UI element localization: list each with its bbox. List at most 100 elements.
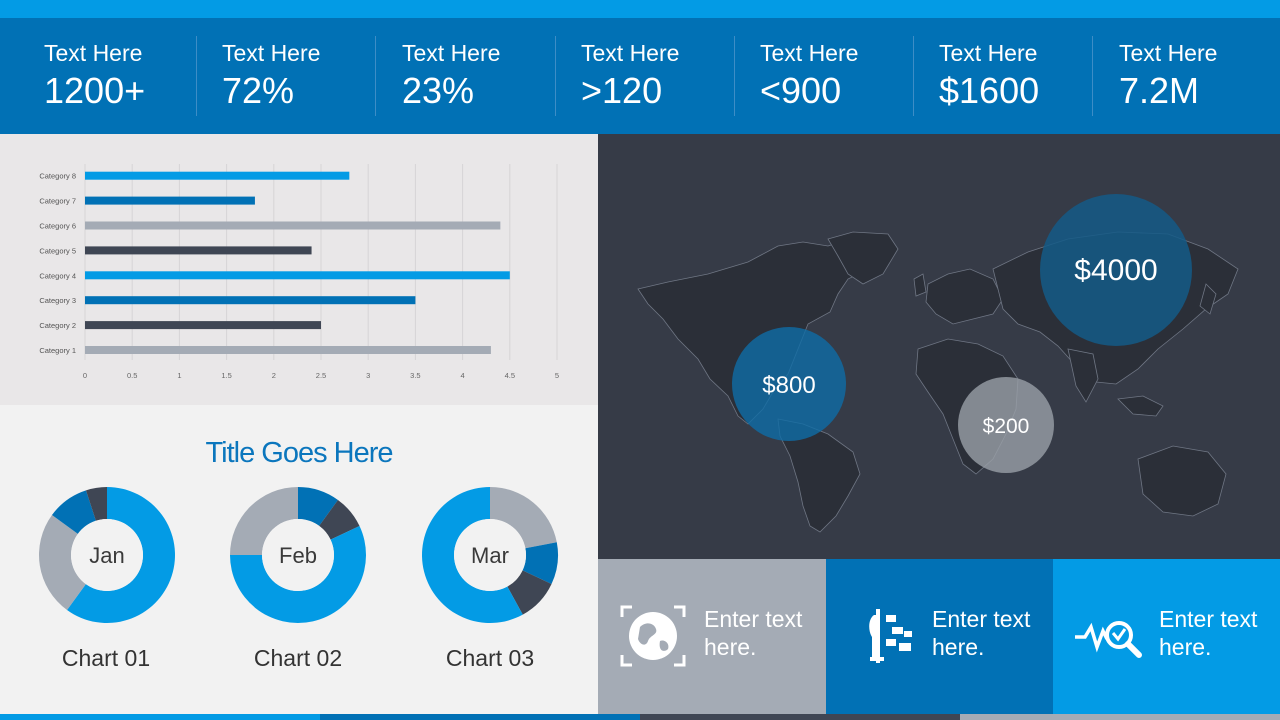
donut-slice bbox=[490, 487, 557, 549]
donut-slice bbox=[51, 490, 96, 534]
bottom-strip-1 bbox=[0, 714, 320, 720]
category-label: Category 7 bbox=[39, 197, 76, 206]
kpi-label: Text Here bbox=[402, 40, 501, 66]
info-tile-2[interactable]: Enter text here. bbox=[826, 559, 1053, 714]
category-label: Category 2 bbox=[39, 321, 76, 330]
bar bbox=[85, 246, 312, 255]
tile-text: Enter text here. bbox=[704, 605, 824, 661]
bottom-strip-2 bbox=[320, 714, 640, 720]
tile-text-line: here. bbox=[932, 634, 985, 660]
donut-slice bbox=[421, 487, 523, 623]
kpi-label: Text Here bbox=[1119, 40, 1218, 66]
tile-text-line: here. bbox=[704, 634, 757, 660]
donut-slice bbox=[85, 487, 107, 521]
kpi-value: 23% bbox=[402, 70, 475, 111]
chart-caption: Chart 01 bbox=[61, 645, 151, 671]
x-tick-label: 4 bbox=[461, 371, 465, 380]
bottom-strip-3 bbox=[640, 714, 960, 720]
x-tick-label: 0.5 bbox=[127, 371, 137, 380]
donut-slice bbox=[38, 515, 86, 611]
x-tick-label: 2 bbox=[272, 371, 276, 380]
kpi-bar: Text Here 1200+ Text Here 72% Text Here … bbox=[0, 18, 1280, 134]
category-label: Category 5 bbox=[39, 246, 76, 255]
donut-slice bbox=[507, 570, 552, 615]
bar bbox=[85, 171, 350, 180]
bar bbox=[85, 196, 255, 205]
donut-hole bbox=[71, 519, 143, 591]
donut-chart-mar bbox=[421, 487, 558, 623]
category-label: Category 3 bbox=[39, 296, 76, 305]
kpi-value: 1200+ bbox=[44, 70, 146, 111]
kpi-label: Text Here bbox=[44, 40, 143, 66]
kpi-label: Text Here bbox=[581, 40, 680, 66]
kpi-divider bbox=[555, 36, 556, 116]
person-messages-icon bbox=[869, 609, 912, 663]
kpi-label: Text Here bbox=[222, 40, 321, 66]
bottom-strip-4 bbox=[960, 714, 1280, 720]
world-map-panel: $4000 $800 $200 bbox=[598, 134, 1280, 559]
x-tick-label: 1.5 bbox=[221, 371, 231, 380]
donut-slice bbox=[230, 526, 366, 623]
bar bbox=[85, 346, 491, 354]
donut-section: Title Goes Here Jan Chart 01 Feb Chart 0… bbox=[0, 405, 598, 715]
kpi-divider bbox=[375, 36, 376, 116]
donut-center-label: Mar bbox=[471, 543, 509, 568]
world-map: $4000 $800 $200 bbox=[637, 194, 1239, 533]
chart-caption: Chart 02 bbox=[253, 645, 343, 671]
kpi-divider bbox=[734, 36, 735, 116]
bubble-label: $200 bbox=[983, 415, 1030, 438]
info-tile-1[interactable]: Enter text here. bbox=[598, 559, 826, 714]
kpi-label: Text Here bbox=[760, 40, 859, 66]
donut-slice bbox=[230, 487, 298, 555]
bar bbox=[85, 296, 416, 305]
category-label: Category 1 bbox=[39, 346, 76, 355]
section-title: Title Goes Here bbox=[205, 437, 394, 469]
donut-hole bbox=[262, 519, 334, 591]
map-bubble-africa bbox=[958, 377, 1054, 473]
x-tick-label: 4.5 bbox=[505, 371, 515, 380]
map-bubble-asia bbox=[1040, 194, 1192, 346]
kpi-value: >120 bbox=[581, 70, 663, 111]
donut-slice bbox=[319, 499, 360, 540]
bubble-label: $800 bbox=[762, 372, 815, 399]
tile-text-line: here. bbox=[1159, 634, 1212, 660]
kpi-value: 7.2M bbox=[1119, 70, 1200, 111]
kpi-divider bbox=[913, 36, 914, 116]
top-accent-strip bbox=[0, 0, 1280, 18]
donut-slice bbox=[67, 487, 176, 623]
category-label: Category 8 bbox=[39, 172, 76, 181]
kpi-value: <900 bbox=[760, 70, 842, 111]
donut-center-label: Feb bbox=[279, 543, 317, 568]
category-label: Category 4 bbox=[39, 271, 76, 280]
tile-text: Enter text here. bbox=[932, 605, 1052, 661]
pulse-search-icon bbox=[1075, 621, 1142, 658]
x-tick-label: 3 bbox=[366, 371, 370, 380]
bar bbox=[85, 321, 321, 330]
chart-caption: Chart 03 bbox=[445, 645, 535, 671]
bar bbox=[85, 271, 510, 280]
x-tick-label: 3.5 bbox=[410, 371, 420, 380]
tile-text: Enter text here. bbox=[1159, 605, 1279, 661]
kpi-divider bbox=[1092, 36, 1093, 116]
donut-chart-jan bbox=[38, 487, 176, 623]
category-label: Category 6 bbox=[39, 222, 76, 231]
tile-text-line: Enter text bbox=[704, 606, 803, 632]
donut-chart-feb bbox=[230, 487, 366, 623]
bubble-label: $4000 bbox=[1074, 254, 1157, 287]
donut-hole bbox=[454, 519, 526, 591]
kpi-label: Text Here bbox=[939, 40, 1038, 66]
x-tick-label: 5 bbox=[555, 371, 559, 380]
tile-text-line: Enter text bbox=[1159, 606, 1258, 632]
kpi-divider bbox=[196, 36, 197, 116]
kpi-value: $1600 bbox=[939, 70, 1040, 111]
globe-icon bbox=[620, 605, 686, 667]
info-tile-3[interactable]: Enter text here. bbox=[1053, 559, 1280, 714]
bar-chart: 0 0.5 1 1.5 2 2.5 3 3.5 4 4.5 5 Category 1 Category … bbox=[39, 164, 559, 380]
x-tick-label: 0 bbox=[83, 371, 87, 380]
bar-chart-panel: 0 0.5 1 1.5 2 2.5 3 3.5 4 4.5 5 Category 1 Category … bbox=[0, 134, 598, 405]
bar bbox=[85, 221, 501, 230]
donut-slice bbox=[522, 542, 558, 584]
map-bubble-north-america bbox=[732, 327, 846, 441]
x-tick-label: 1 bbox=[177, 371, 181, 380]
donut-center-label: Jan bbox=[89, 543, 125, 568]
